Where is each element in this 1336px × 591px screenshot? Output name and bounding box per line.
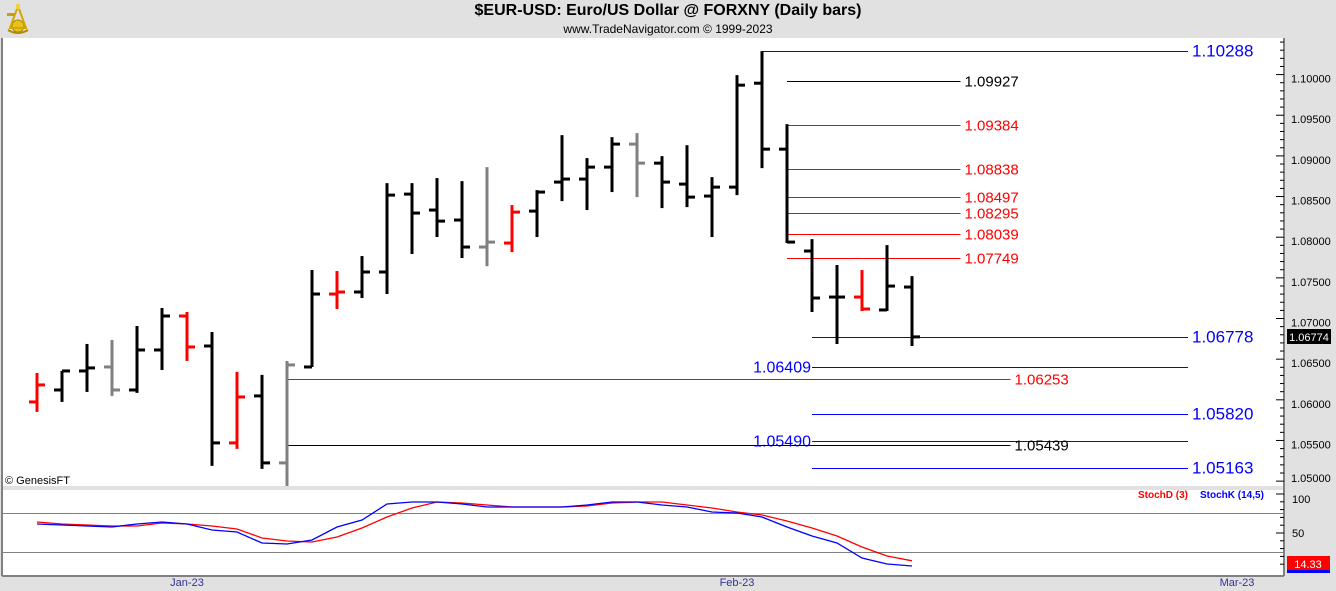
- price-tick-label: 1.07500: [1291, 277, 1331, 289]
- price-tick-label: 1.09000: [1291, 155, 1331, 167]
- level-lines: 1.10288 1.09927 1.09384 1.08838 1.084971.082…: [287, 42, 1253, 478]
- ohlc-bar: [254, 374, 270, 469]
- ohlc-bar: [454, 181, 470, 259]
- price-tick-label: 1.08000: [1291, 236, 1331, 248]
- legend-stochk: StochK (14,5): [1200, 490, 1264, 501]
- ohlc-bar: [629, 133, 645, 198]
- ohlc-bar: [104, 339, 120, 396]
- ohlc-bar: [79, 343, 95, 392]
- ohlc-bar: [604, 137, 620, 193]
- ohlc-bar: [154, 308, 170, 370]
- ohlc-bar: [329, 271, 345, 309]
- sextant-logo-icon: [7, 3, 29, 34]
- ohlc-bar: [429, 178, 445, 238]
- price-tick-label: 1.08500: [1291, 196, 1331, 208]
- chart-title: $EUR-USD: Euro/US Dollar @ FORXNY (Daily…: [474, 2, 862, 19]
- ohlc-bar: [904, 276, 920, 346]
- last-price-label: 1.06774: [1289, 332, 1329, 344]
- price-tick-label: 1.06500: [1291, 358, 1331, 370]
- last-stoch-label: 14.33: [1294, 559, 1322, 571]
- stochastic-panel: 100 50: [3, 493, 1310, 567]
- price-panel: [3, 38, 1283, 486]
- price-tick-label: 1.07000: [1291, 318, 1331, 330]
- ohlc-bar: [779, 124, 795, 244]
- ohlc-bar: [529, 190, 545, 238]
- legend-stochd: StochD (3): [1138, 490, 1188, 501]
- level-label: 1.06409: [753, 360, 811, 377]
- level-label: 1.07749: [965, 251, 1019, 268]
- level-label: 1.09927: [965, 74, 1019, 91]
- ohlc-bar: [829, 265, 845, 344]
- level-label: 1.05490: [753, 434, 811, 451]
- ohlc-bar: [379, 183, 395, 295]
- ohlc-bar: [804, 239, 820, 313]
- price-bars: [29, 51, 920, 486]
- ohlc-bar: [404, 183, 420, 255]
- level-label: 1.08497: [965, 190, 1019, 207]
- price-tick-label: 1.05000: [1291, 473, 1331, 485]
- ohlc-bar: [204, 332, 220, 466]
- date-tick-label: Jan-23: [170, 577, 204, 589]
- level-label: 1.09384: [965, 118, 1019, 135]
- price-tick-label: 1.10000: [1291, 74, 1331, 86]
- price-tick-label: 1.09500: [1291, 114, 1331, 126]
- stoch-tick-label: 50: [1292, 528, 1304, 540]
- ohlc-bar: [879, 245, 895, 312]
- last-stochk-marker: [1287, 570, 1330, 573]
- ohlc-bar: [129, 325, 145, 393]
- level-label: 1.05163: [1192, 459, 1253, 478]
- stoch-panel: [3, 490, 1283, 575]
- ohlc-bar: [304, 270, 320, 369]
- ohlc-bar: [654, 156, 670, 209]
- chart-subtitle: www.TradeNavigator.com © 1999-2023: [563, 22, 773, 36]
- ohlc-bar: [504, 205, 520, 253]
- ohlc-bar: [354, 256, 370, 299]
- ohlc-bar: [179, 312, 195, 361]
- ohlc-bar: [579, 158, 595, 211]
- ohlc-bar: [54, 369, 70, 402]
- price-tick-label: 1.05500: [1291, 439, 1331, 451]
- level-label: 1.08838: [965, 162, 1019, 179]
- ohlc-bar: [29, 372, 45, 412]
- date-tick-label: Feb-23: [720, 577, 755, 589]
- stochk-line: [36, 501, 913, 567]
- level-label: 1.08039: [965, 227, 1019, 244]
- level-label: 1.05439: [1015, 438, 1069, 455]
- ohlc-bar: [729, 75, 745, 196]
- ohlc-bar: [679, 145, 695, 208]
- ohlc-bar: [229, 371, 245, 449]
- ohlc-bar: [704, 177, 720, 238]
- ohlc-bar: [279, 360, 295, 486]
- level-label: 1.06253: [1015, 372, 1069, 389]
- price-tick-label: 1.06000: [1291, 399, 1331, 411]
- ohlc-bar: [854, 270, 870, 312]
- ohlc-bar: [479, 167, 495, 267]
- level-label: 1.08295: [965, 206, 1019, 223]
- price-axis: 1.10000 1.09500 1.09000 1.08500 1.08000 1.075…: [1276, 41, 1331, 485]
- ohlc-bar: [754, 51, 770, 169]
- stoch-tick-label: 100: [1292, 494, 1310, 506]
- level-label: 1.10288: [1192, 42, 1253, 61]
- level-label: 1.06778: [1192, 328, 1253, 347]
- date-tick-label: Mar-23: [1220, 577, 1255, 589]
- copyright-text: © GenesisFT: [5, 475, 70, 487]
- date-axis: Jan-23 Feb-23 Mar-23: [170, 577, 1254, 589]
- last-stoch-box: [1287, 556, 1330, 570]
- level-label: 1.05820: [1192, 405, 1253, 424]
- last-price-box: [1287, 329, 1331, 344]
- ohlc-bar: [554, 135, 570, 202]
